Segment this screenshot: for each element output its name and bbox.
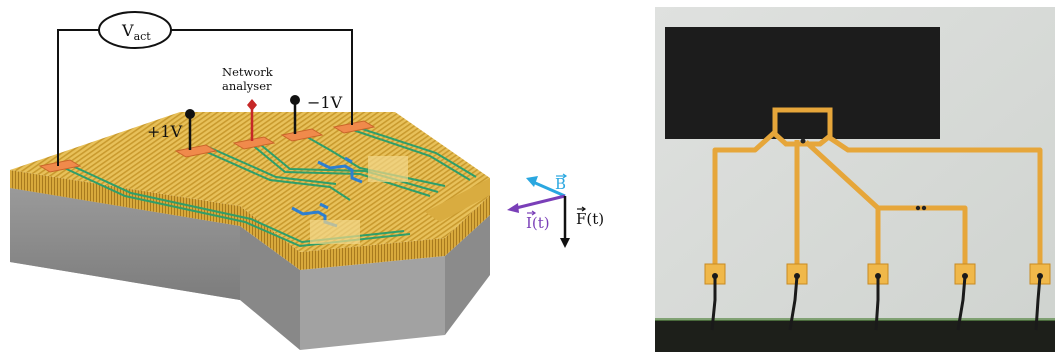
vector-b-label: B [555,175,566,193]
vector-f-label: F(t) [576,210,604,228]
contact-pads [38,120,376,173]
probe-plus [185,109,195,150]
voltmeter-label: Vact [121,21,151,43]
network-analyser-label-1: Network [222,65,274,79]
blank-label-box [368,156,408,182]
probe-minus-label: −1V [307,93,343,112]
vector-i-label: I(t) [526,214,550,232]
voltmeter-symbol [98,11,172,49]
vector-triad [507,176,570,248]
gold-top-surface [10,112,490,252]
voltmeter-wires [57,29,353,166]
blank-label-box [310,220,360,244]
device-micrograph [655,7,1055,352]
network-analyser-probe [247,99,257,141]
vector-hats [527,173,587,216]
device-schematic: Vact +1V −1V Network analyser B I [10,11,604,350]
gold-layer-edge [10,170,490,270]
substrate [10,188,490,350]
network-analyser-label-2: analyser [222,79,272,93]
bond-wires [710,275,1042,331]
probe-plus-label: +1V [147,122,183,141]
probe-minus [290,95,300,134]
